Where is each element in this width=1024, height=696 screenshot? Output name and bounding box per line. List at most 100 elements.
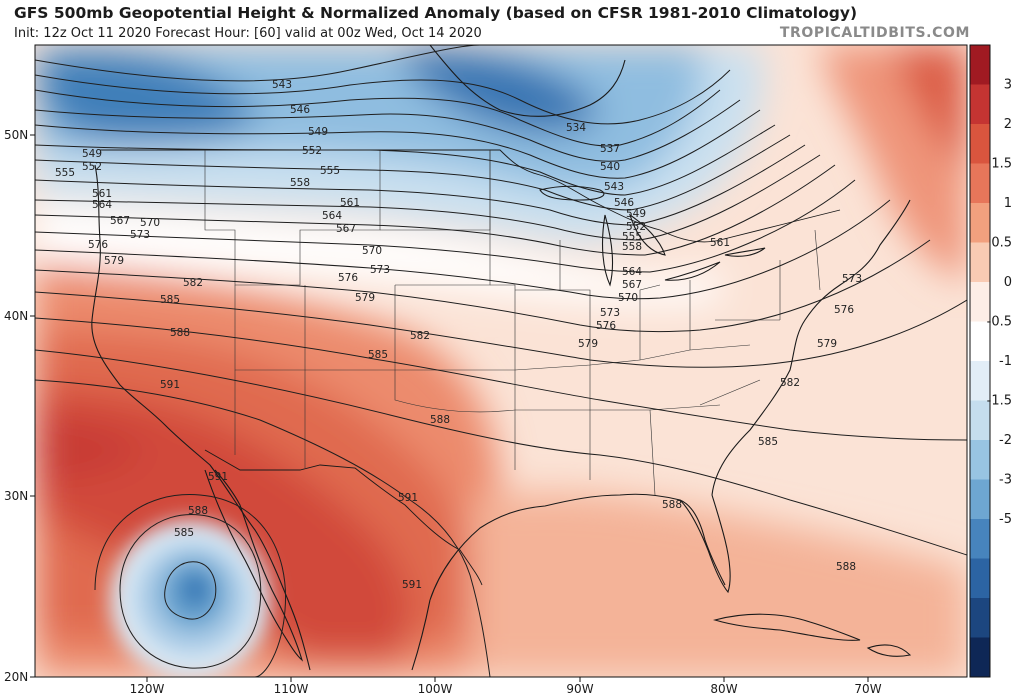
contour-label: 561 bbox=[710, 237, 730, 249]
lake-huron bbox=[628, 213, 666, 256]
contour-label: 585 bbox=[174, 527, 194, 539]
contour-label: 585 bbox=[160, 294, 180, 306]
height-contours bbox=[35, 45, 967, 677]
contour-label: 579 bbox=[578, 338, 598, 350]
contour-label: 567 bbox=[622, 279, 642, 291]
latitude-label: 30N bbox=[4, 489, 28, 503]
contour-label: 573 bbox=[600, 307, 620, 319]
colorbar-swatch bbox=[970, 124, 990, 164]
colorbar-swatch bbox=[970, 519, 990, 559]
contour-label: 558 bbox=[290, 177, 310, 189]
longitude-label: 70W bbox=[854, 682, 881, 696]
contour-label: 567 bbox=[110, 215, 130, 227]
contour-label: 567 bbox=[336, 223, 356, 235]
latitude-label: 50N bbox=[4, 128, 28, 142]
contour-label: 582 bbox=[410, 330, 430, 342]
hispaniola bbox=[866, 644, 912, 657]
colorbar-swatch bbox=[970, 45, 990, 85]
contour-label: 573 bbox=[130, 229, 150, 241]
contour-label: 588 bbox=[188, 505, 208, 517]
colorbar-label: 0 bbox=[1004, 275, 1012, 290]
contour-label: 561 bbox=[340, 197, 360, 209]
contour-label: 591 bbox=[398, 492, 418, 504]
colorbar-label: 1.5 bbox=[991, 157, 1012, 172]
colorbar-label: -2 bbox=[999, 433, 1012, 448]
atlantic-coastline bbox=[711, 199, 911, 496]
colorbar-label: 3 bbox=[1004, 78, 1012, 93]
colorbar-swatch bbox=[970, 440, 990, 480]
colorbar-swatch bbox=[970, 637, 990, 678]
contour-label: 555 bbox=[55, 167, 75, 179]
contour-label: 576 bbox=[88, 239, 108, 251]
colorbar-label: 1 bbox=[1004, 196, 1012, 211]
contour-label: 552 bbox=[82, 161, 102, 173]
colorbar-label: 0.5 bbox=[991, 236, 1012, 251]
longitude-label: 80W bbox=[710, 682, 737, 696]
contour-label: 546 bbox=[290, 104, 310, 116]
contour-label: 576 bbox=[834, 304, 854, 316]
anomaly-shading bbox=[35, 45, 967, 677]
contour-label: 579 bbox=[104, 255, 124, 267]
contour-label: 582 bbox=[183, 277, 203, 289]
contour-labels: 543 546 549 552 555 558 561 564 567 570 … bbox=[55, 79, 862, 591]
longitude-label: 120W bbox=[130, 682, 165, 696]
latitude-axis: 50N 40N 30N 20N bbox=[4, 128, 35, 684]
contour-label: 552 bbox=[302, 145, 322, 157]
contour-label: 582 bbox=[780, 377, 800, 389]
contour-label: 564 bbox=[92, 199, 112, 211]
contour-label: 585 bbox=[368, 349, 388, 361]
colorbar-label: -1 bbox=[999, 354, 1012, 369]
colorbar-swatch bbox=[970, 400, 990, 441]
lake-michigan bbox=[601, 214, 614, 287]
contour-label: 585 bbox=[758, 436, 778, 448]
colorbar-swatch bbox=[970, 558, 990, 599]
colorbar-swatch bbox=[970, 479, 990, 520]
colorbar-swatch bbox=[970, 242, 990, 283]
contour-label: 555 bbox=[320, 165, 340, 177]
lake-ontario bbox=[724, 247, 766, 257]
contour-label: 537 bbox=[600, 143, 620, 155]
colorbar-swatch bbox=[970, 84, 990, 125]
gulf-coastline bbox=[429, 493, 726, 601]
state-borders bbox=[204, 150, 821, 496]
contour-label: 552 bbox=[626, 221, 646, 233]
latitude-label: 20N bbox=[4, 670, 28, 684]
colorbar-swatch bbox=[970, 321, 990, 362]
longitude-label: 110W bbox=[274, 682, 309, 696]
contour-label: 570 bbox=[140, 217, 160, 229]
longitude-axis: 120W 110W 100W 90W 80W 70W bbox=[130, 677, 882, 696]
contour-label: 558 bbox=[622, 241, 642, 253]
colorbar-swatch bbox=[970, 282, 990, 322]
contour-label: 534 bbox=[566, 122, 586, 134]
lake-superior bbox=[539, 185, 605, 201]
florida bbox=[679, 494, 731, 594]
contour-label: 588 bbox=[836, 561, 856, 573]
colorbar-swatch bbox=[970, 361, 990, 401]
hudson-bay bbox=[429, 45, 626, 117]
contour-label: 591 bbox=[402, 579, 422, 591]
us-mexico-border bbox=[204, 449, 483, 586]
colorbar-label: -5 bbox=[999, 512, 1012, 527]
contour-label: 588 bbox=[662, 499, 682, 511]
longitude-label: 90W bbox=[566, 682, 593, 696]
contour-label: 543 bbox=[272, 79, 292, 91]
map-title: GFS 500mb Geopotential Height & Normaliz… bbox=[14, 4, 858, 22]
colorbar-label: -0.5 bbox=[987, 315, 1012, 330]
contour-label: 543 bbox=[604, 181, 624, 193]
contour-label: 573 bbox=[370, 264, 390, 276]
mexico-gulf-coast bbox=[411, 599, 431, 671]
contour-label: 549 bbox=[82, 148, 102, 160]
contour-label: 579 bbox=[817, 338, 837, 350]
contour-label: 576 bbox=[596, 320, 616, 332]
colorbar-frame bbox=[969, 44, 991, 678]
contour-label: 549 bbox=[308, 126, 328, 138]
contour-label: 588 bbox=[170, 327, 190, 339]
contour-label: 561 bbox=[92, 188, 112, 200]
contour-label: 555 bbox=[622, 231, 642, 243]
contour-label: 573 bbox=[842, 273, 862, 285]
lake-erie bbox=[664, 261, 721, 281]
longitude-label: 100W bbox=[418, 682, 453, 696]
contour-label: 549 bbox=[626, 208, 646, 220]
contour-label: 540 bbox=[600, 161, 620, 173]
colorbar-label: 2 bbox=[1004, 117, 1012, 132]
